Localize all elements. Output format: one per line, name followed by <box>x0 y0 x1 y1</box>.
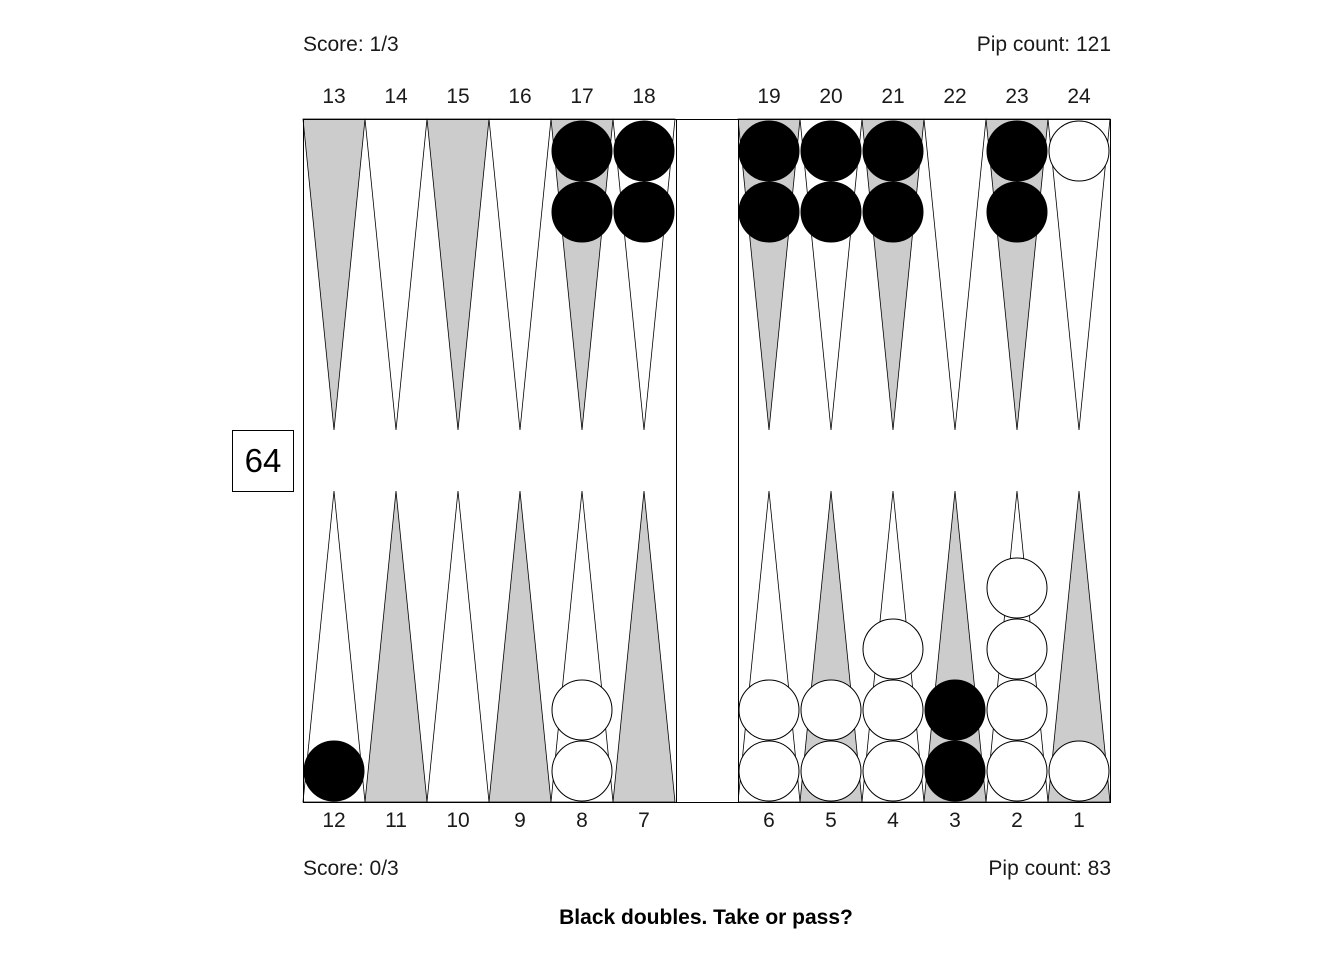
bottom-player-score: Score: 0/3 <box>303 857 399 880</box>
checker-white-point-2[interactable] <box>986 679 1048 741</box>
top-point-label-24: 24 <box>1067 85 1091 108</box>
top-point-label-15: 15 <box>446 85 470 108</box>
top-point-label-16: 16 <box>508 85 532 108</box>
checker-white-point-2[interactable] <box>986 618 1048 680</box>
decision-prompt: Black doubles. Take or pass? <box>559 906 853 929</box>
bottom-point-label-7: 7 <box>638 809 650 832</box>
checker-black-point-18[interactable] <box>613 181 675 243</box>
checker-white-point-4[interactable] <box>862 740 924 802</box>
checker-white-point-6[interactable] <box>738 679 800 741</box>
top-point-label-21: 21 <box>881 85 905 108</box>
top-point-label-18: 18 <box>632 85 656 108</box>
board-checkers[interactable] <box>303 120 1110 802</box>
checker-white-point-6[interactable] <box>738 740 800 802</box>
bottom-point-label-5: 5 <box>825 809 837 832</box>
bottom-point-label-4: 4 <box>887 809 899 832</box>
bar-area[interactable] <box>676 119 739 803</box>
bottom-point-label-3: 3 <box>949 809 961 832</box>
bottom-point-label-8: 8 <box>576 809 588 832</box>
checker-white-point-8[interactable] <box>551 740 613 802</box>
top-player-pip-count: Pip count: 121 <box>976 33 1111 56</box>
top-point-label-13: 13 <box>322 85 346 108</box>
board-frame <box>303 119 1111 803</box>
checker-black-point-12[interactable] <box>303 740 365 802</box>
bottom-point-label-2: 2 <box>1011 809 1023 832</box>
checker-black-point-19[interactable] <box>738 181 800 243</box>
checker-white-point-2[interactable] <box>986 740 1048 802</box>
bottom-point-label-11: 11 <box>385 809 407 832</box>
checker-white-point-5[interactable] <box>800 679 862 741</box>
bottom-point-label-1: 1 <box>1073 809 1085 832</box>
bottom-point-label-12: 12 <box>322 809 346 832</box>
checker-white-point-8[interactable] <box>551 679 613 741</box>
checker-black-point-23[interactable] <box>986 120 1048 182</box>
top-point-label-17: 17 <box>570 85 594 108</box>
top-point-label-20: 20 <box>819 85 843 108</box>
checker-black-point-17[interactable] <box>551 120 613 182</box>
checker-black-point-3[interactable] <box>924 740 986 802</box>
checker-black-point-19[interactable] <box>738 120 800 182</box>
top-point-label-19: 19 <box>757 85 781 108</box>
checker-black-point-21[interactable] <box>862 120 924 182</box>
checker-black-point-18[interactable] <box>613 120 675 182</box>
top-point-label-22: 22 <box>943 85 967 108</box>
checker-white-point-4[interactable] <box>862 618 924 680</box>
checker-black-point-3[interactable] <box>924 679 986 741</box>
checker-black-point-23[interactable] <box>986 181 1048 243</box>
checker-white-point-24[interactable] <box>1048 120 1110 182</box>
checker-white-point-4[interactable] <box>862 679 924 741</box>
checker-white-point-5[interactable] <box>800 740 862 802</box>
doubling-cube[interactable]: 64 <box>232 430 294 492</box>
top-point-label-23: 23 <box>1005 85 1029 108</box>
top-player-score: Score: 1/3 <box>303 33 399 56</box>
board-bar[interactable] <box>303 119 1111 803</box>
checker-black-point-20[interactable] <box>800 181 862 243</box>
checker-black-point-20[interactable] <box>800 120 862 182</box>
bottom-point-label-6: 6 <box>763 809 775 832</box>
checker-black-point-17[interactable] <box>551 181 613 243</box>
bottom-point-label-9: 9 <box>514 809 526 832</box>
bottom-point-label-10: 10 <box>446 809 470 832</box>
checker-black-point-21[interactable] <box>862 181 924 243</box>
checker-white-point-2[interactable] <box>986 557 1048 619</box>
top-point-label-14: 14 <box>384 85 408 108</box>
bottom-player-pip-count: Pip count: 83 <box>988 857 1111 880</box>
checker-white-point-1[interactable] <box>1048 740 1110 802</box>
